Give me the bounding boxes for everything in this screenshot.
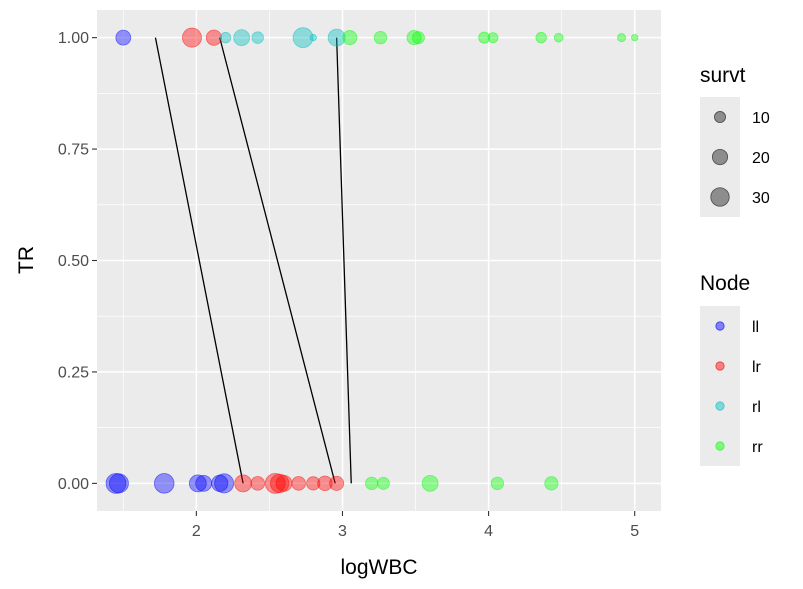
node-legend-title: Node (700, 272, 750, 295)
data-point-ll (214, 473, 235, 494)
data-point-ll (115, 29, 132, 46)
data-point-ll (153, 473, 175, 494)
data-point-rl (251, 31, 264, 44)
size-legend-keys-bg (700, 97, 740, 217)
x-tick-label: 5 (630, 523, 639, 540)
data-point-rr (342, 30, 358, 46)
y-axis-ticks: 0.00 0.25 0.50 0.75 1.00 (58, 30, 97, 493)
node-legend-label: rr (752, 439, 763, 456)
data-point-rr (478, 31, 491, 44)
x-axis-title: logWBC (340, 556, 417, 579)
size-legend: survt 10 20 30 (700, 64, 770, 217)
node-legend-key-rl (715, 401, 725, 411)
data-point-lr (205, 29, 222, 46)
data-point-rr (631, 33, 639, 42)
data-point-lr (317, 475, 333, 492)
data-point-rr (373, 30, 388, 45)
size-legend-label: 10 (752, 110, 770, 127)
size-legend-label: 30 (752, 190, 770, 207)
x-tick-label: 3 (338, 523, 347, 540)
data-point-lr (182, 27, 202, 48)
data-point-ll (195, 474, 213, 492)
data-point-rr (617, 33, 627, 43)
data-point-rr (487, 32, 499, 44)
split-segment (335, 37, 352, 484)
data-point-rl (219, 31, 232, 44)
y-tick-label: 0.25 (58, 364, 89, 381)
data-point-lr (269, 473, 290, 494)
y-tick-label: 0.75 (58, 142, 89, 159)
size-legend-title: survt (700, 64, 746, 87)
data-point-lr (250, 476, 266, 491)
split-segment (154, 37, 244, 484)
data-points (105, 27, 639, 494)
data-point-rr (490, 476, 505, 491)
size-legend-label: 20 (752, 150, 770, 167)
data-point-lr (234, 474, 253, 493)
node-legend-label: rl (752, 399, 761, 416)
data-point-rl (292, 27, 314, 49)
node-legend-key-lr (715, 361, 725, 371)
data-point-rr (553, 32, 564, 43)
y-tick-label: 0.50 (58, 253, 89, 270)
data-point-rr (412, 31, 425, 45)
node-legend-label: lr (752, 359, 762, 376)
size-legend-key (711, 148, 729, 166)
x-tick-label: 2 (192, 523, 201, 540)
data-point-lr (291, 476, 306, 491)
data-point-ll (188, 474, 207, 493)
split-segment (219, 37, 336, 484)
data-point-lr (264, 472, 286, 494)
major-gridlines (97, 10, 661, 511)
data-point-rr (406, 30, 422, 46)
y-tick-label: 1.00 (58, 30, 89, 47)
size-legend-key (714, 111, 726, 123)
data-point-rr (365, 476, 379, 491)
data-point-rl (309, 33, 317, 42)
data-point-rl (327, 28, 346, 47)
node-legend-key-ll (715, 321, 725, 331)
node-legend-key-rr (715, 441, 725, 451)
data-point-rl (233, 29, 251, 47)
data-point-ll (108, 473, 129, 494)
node-legend-keys-bg (700, 306, 740, 466)
x-axis-ticks: 2 3 4 5 (192, 511, 639, 540)
x-tick-label: 4 (484, 523, 493, 540)
data-point-rr (376, 476, 390, 490)
data-point-lr (329, 475, 345, 491)
tree-split-segments (154, 37, 352, 484)
data-point-lr (275, 474, 293, 492)
data-point-rr (535, 31, 547, 44)
size-legend-key (710, 187, 730, 207)
data-point-rr (544, 476, 559, 491)
node-legend: Node ll lr rl rr (700, 272, 763, 466)
data-point-lr (306, 476, 321, 491)
y-tick-label: 0.00 (58, 476, 89, 493)
data-point-rr (421, 474, 439, 492)
node-legend-label: ll (752, 319, 759, 336)
y-axis-title: TR (15, 246, 38, 274)
